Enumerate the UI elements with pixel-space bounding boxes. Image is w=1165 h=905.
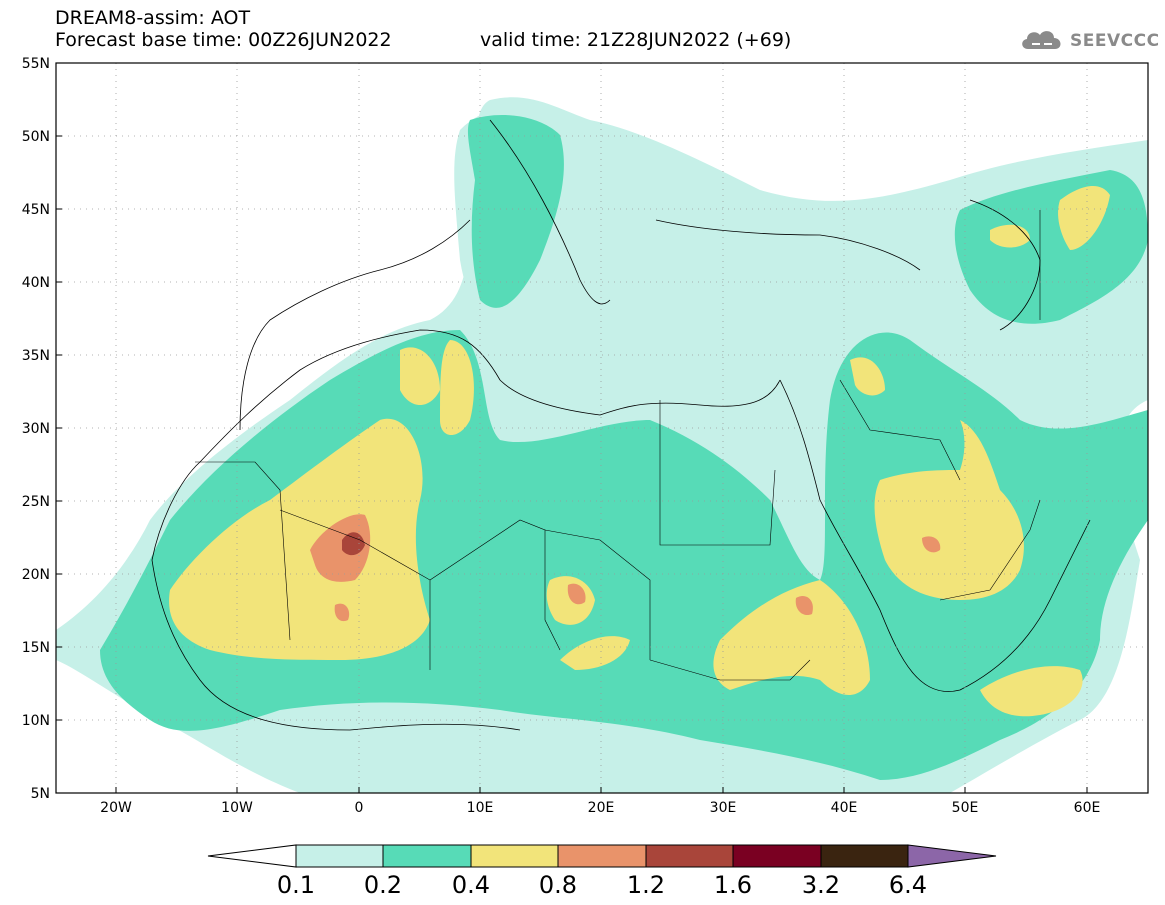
lat-label: 50N: [22, 129, 50, 145]
lat-label: 45N: [22, 202, 50, 218]
level-0.8-1.2: [310, 514, 941, 622]
colorbar-labels: 0.1 0.2 0.4 0.8 1.2 1.6 3.2 6.4: [277, 871, 927, 899]
colorbar-label: 0.2: [364, 871, 402, 899]
country-borders: [195, 210, 1041, 681]
lat-label: 25N: [22, 494, 50, 510]
map-title: DREAM8-assim: AOT: [55, 7, 251, 29]
seevccc-logo: SEEVCCC: [1018, 25, 1159, 55]
lon-label: 10W: [221, 800, 253, 816]
lat-label: 35N: [22, 348, 50, 364]
colorbar-swatch: [557, 844, 647, 868]
lat-label: 55N: [22, 56, 50, 72]
lat-label: 15N: [22, 640, 50, 656]
colorbar-max-triangle: [907, 844, 997, 868]
colorbar-min-triangle: [207, 844, 297, 868]
lat-label: 30N: [22, 421, 50, 437]
lon-label: 50E: [952, 800, 979, 816]
lat-label: 40N: [22, 275, 50, 291]
logo-text: SEEVCCC: [1070, 31, 1160, 51]
coastlines: [151, 119, 1091, 731]
lon-label: 10E: [467, 800, 494, 816]
colorbar-label: 6.4: [889, 871, 927, 899]
valid-time: valid time: 21Z28JUN2022 (+69): [480, 29, 792, 51]
lon-label: 0: [355, 800, 364, 816]
level-0.4-0.8: [169, 185, 1110, 717]
colorbar-label: 1.2: [627, 871, 665, 899]
lon-label: 20E: [588, 800, 615, 816]
lon-label: 20W: [100, 800, 132, 816]
aot-field: [56, 97, 1148, 793]
colorbar-swatch: [295, 844, 384, 868]
lon-label: 60E: [1074, 800, 1101, 816]
colorbar-label: 0.4: [452, 871, 490, 899]
longitude-labels: 20W 10W 0 10E 20E 30E 40E 50E 60E: [100, 800, 1100, 816]
colorbar-swatch: [820, 844, 909, 868]
colorbar-swatch: [645, 844, 734, 868]
tick-marks: [56, 62, 1088, 793]
cloud-icon: [1022, 31, 1061, 49]
lat-label: 10N: [22, 713, 50, 729]
colorbar-label: 0.8: [539, 871, 577, 899]
latitude-labels: 55N 50N 45N 40N 35N 30N 25N 20N 15N 10N …: [22, 56, 50, 802]
colorbar-label: 3.2: [802, 871, 840, 899]
colorbar-swatch: [470, 844, 559, 868]
lon-label: 30E: [710, 800, 737, 816]
forecast-base-time: Forecast base time: 00Z26JUN2022: [55, 29, 392, 51]
lon-label: 40E: [831, 800, 858, 816]
colorbar-swatch: [382, 844, 472, 868]
colorbar: [207, 844, 997, 868]
lat-label: 5N: [31, 786, 50, 802]
colorbar-label: 1.6: [714, 871, 752, 899]
lat-label: 20N: [22, 567, 50, 583]
gridlines: [56, 63, 1148, 793]
colorbar-label: 0.1: [277, 871, 315, 899]
colorbar-swatch: [732, 844, 822, 868]
